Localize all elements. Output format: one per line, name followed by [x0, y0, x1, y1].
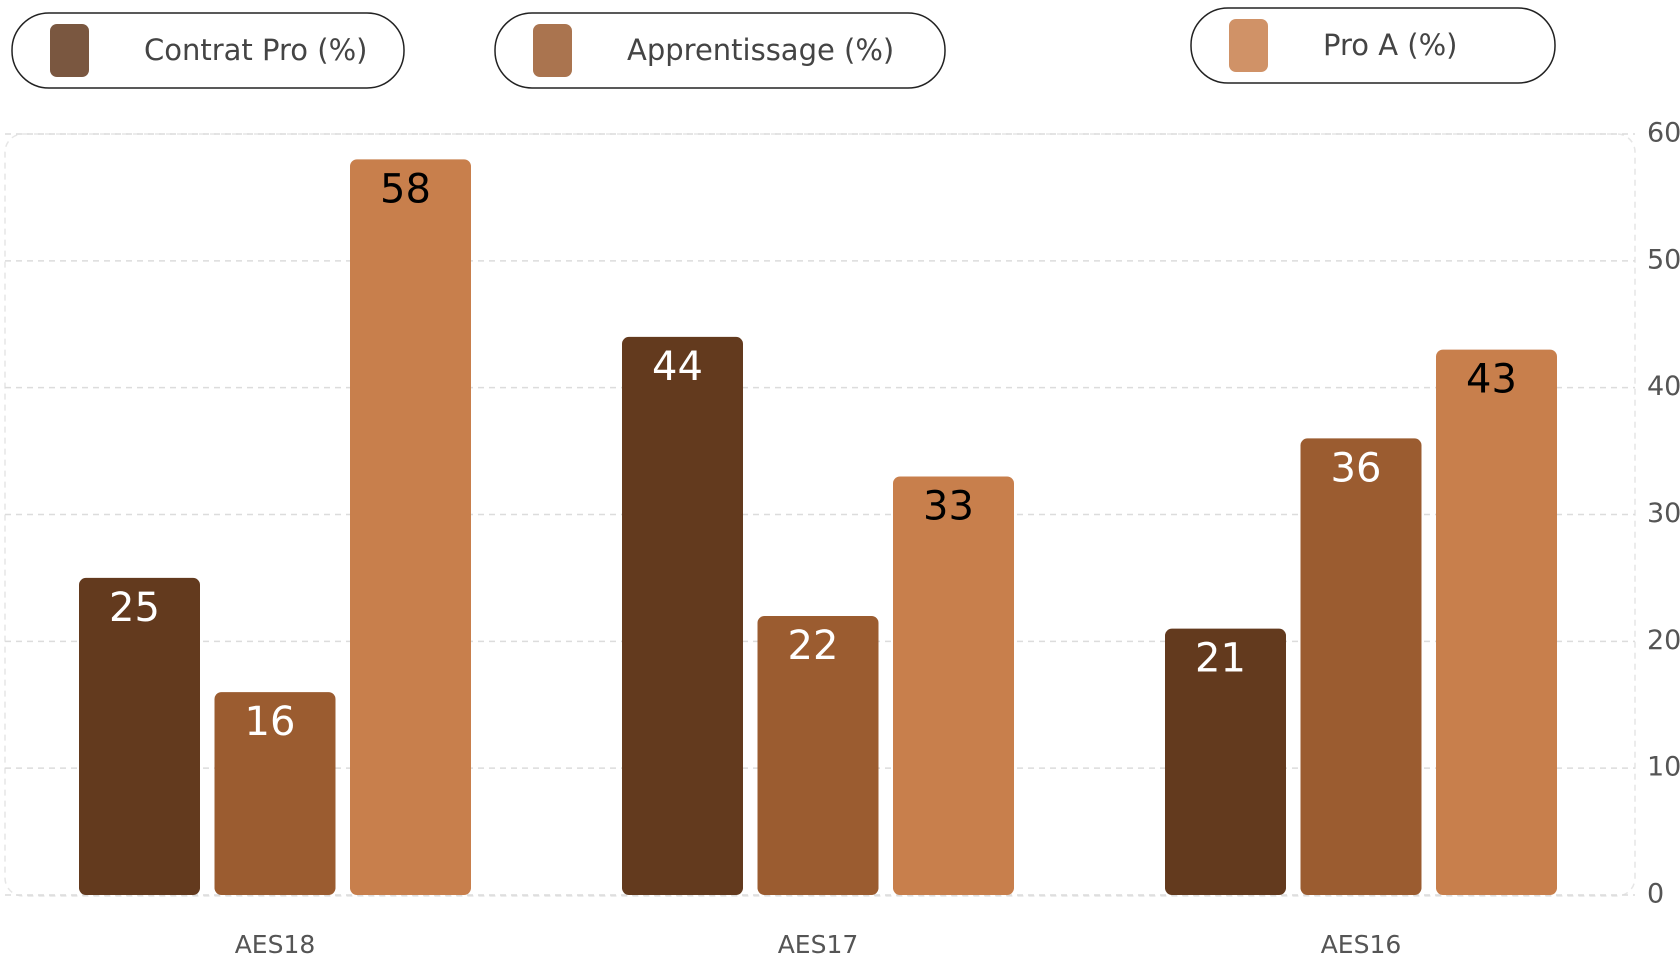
- legend-item: [1190, 7, 1556, 84]
- bar: [350, 159, 471, 895]
- data-label: 16: [245, 699, 296, 745]
- legend-label: Contrat Pro (%): [144, 33, 367, 67]
- y-tick-label: 30: [1647, 498, 1680, 529]
- x-tick-label: AES16: [1321, 930, 1402, 959]
- y-tick-label: 40: [1647, 371, 1680, 402]
- data-label: 58: [380, 166, 431, 212]
- legend-item: [11, 12, 405, 89]
- data-label: 25: [109, 585, 160, 631]
- legend-label: Pro A (%): [1323, 28, 1457, 62]
- data-label: 44: [652, 344, 703, 390]
- x-tick-label: AES18: [235, 930, 316, 959]
- bar: [893, 476, 1014, 895]
- x-tick-label: AES17: [778, 930, 859, 959]
- data-label: 36: [1331, 445, 1382, 491]
- bar: [1300, 438, 1422, 895]
- bar: [1436, 349, 1557, 895]
- legend-label: Apprentissage (%): [627, 33, 894, 67]
- bar: [79, 577, 200, 895]
- bar: [622, 336, 743, 895]
- data-label: 33: [923, 483, 974, 529]
- bar: [1165, 628, 1286, 895]
- y-tick-label: 10: [1647, 752, 1680, 783]
- bar: [757, 615, 879, 895]
- legend-swatch: [50, 24, 89, 77]
- legend-swatch: [533, 24, 572, 77]
- bar: [214, 692, 336, 895]
- data-label: 43: [1466, 357, 1517, 403]
- data-label: 22: [788, 623, 839, 669]
- legend-item: [494, 12, 946, 89]
- y-tick-label: 60: [1647, 118, 1680, 149]
- y-tick-label: 0: [1647, 879, 1664, 910]
- data-label: 21: [1195, 636, 1246, 682]
- y-tick-label: 20: [1647, 625, 1680, 656]
- legend-swatch: [1229, 19, 1268, 72]
- y-tick-label: 50: [1647, 244, 1680, 275]
